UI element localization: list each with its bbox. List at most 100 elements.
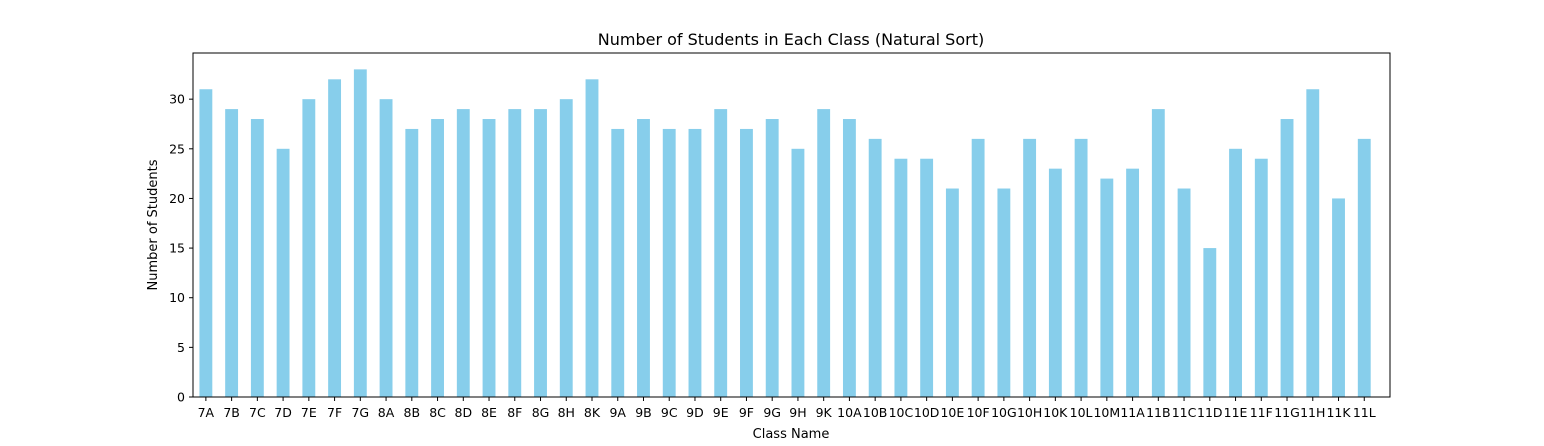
x-tick-label: 11G [1274, 405, 1300, 420]
x-tick-label: 11F [1250, 405, 1273, 420]
x-tick-label: 10M [1093, 405, 1120, 420]
x-axis-label: Class Name [753, 427, 830, 442]
x-tick-label: 10C [889, 405, 914, 420]
bar-7A [199, 89, 213, 398]
bar-8F [508, 109, 522, 397]
bar-10C [894, 158, 908, 397]
x-tick-label: 10H [1017, 405, 1042, 420]
bar-10M [1100, 178, 1114, 397]
y-tick-label: 20 [169, 191, 185, 206]
bar-9C [662, 128, 676, 397]
bar-11L [1357, 138, 1371, 397]
bar-9D [688, 128, 702, 397]
x-tick-label: 10A [837, 405, 862, 420]
bar-7F [328, 79, 342, 397]
y-tick-label: 0 [177, 390, 185, 405]
bar-10G [997, 188, 1011, 397]
bar-10D [920, 158, 934, 397]
x-tick-label: 7A [198, 405, 215, 420]
x-tick-label: 11D [1197, 405, 1223, 420]
x-tick-label: 11E [1224, 405, 1248, 420]
bar-7D [276, 148, 290, 397]
x-tick-label: 9C [661, 405, 678, 420]
x-tick-label: 9K [816, 405, 833, 420]
x-tick-label: 11L [1353, 405, 1376, 420]
x-tick-label: 7B [223, 405, 240, 420]
bar-11A [1126, 168, 1140, 397]
x-tick-label: 9G [763, 405, 781, 420]
bar-7B [225, 109, 239, 397]
x-tick-label: 10F [967, 405, 990, 420]
bar-11B [1151, 109, 1165, 397]
x-tick-label: 10G [991, 405, 1017, 420]
x-tick-label: 11C [1172, 405, 1197, 420]
x-tick-label: 9B [635, 405, 652, 420]
plot-frame [192, 52, 1391, 398]
bar-10K [1048, 168, 1062, 397]
x-tick-label: 11B [1146, 405, 1170, 420]
bar-8C [431, 119, 444, 398]
bar-7G [353, 69, 367, 397]
x-tick-label: 9E [713, 405, 729, 420]
bar-9A [611, 128, 625, 397]
x-tick-label: 10B [863, 405, 887, 420]
x-tick-label: 9H [789, 405, 806, 420]
bar-10A [842, 119, 856, 398]
y-axis-ticks: 0 5 10 15 20 25 30 [169, 92, 193, 405]
bar-11C [1177, 188, 1191, 397]
bar-9K [817, 109, 831, 397]
bar-11K [1332, 198, 1345, 397]
bar-10L [1074, 138, 1088, 397]
x-tick-label: 11A [1120, 405, 1145, 420]
bar-11D [1203, 248, 1217, 397]
x-tick-label: 8B [404, 405, 421, 420]
bar-8G [534, 109, 547, 397]
x-tick-label: 10E [940, 405, 964, 420]
bar-10H [1023, 138, 1037, 397]
x-tick-label: 8G [532, 405, 550, 420]
bar-8B [405, 128, 419, 397]
y-tick-label: 15 [169, 241, 185, 256]
bar-10E [945, 188, 959, 397]
bar-10B [868, 138, 882, 397]
y-axis-label: Number of Students [146, 159, 161, 290]
x-tick-label: 8H [558, 405, 575, 420]
bar-7C [250, 119, 264, 398]
bar-8K [585, 79, 599, 397]
y-tick-label: 10 [169, 290, 185, 305]
bar-9G [765, 119, 779, 398]
x-tick-label: 7C [249, 405, 266, 420]
x-tick-label: 8E [481, 405, 497, 420]
x-tick-label: 11H [1300, 405, 1325, 420]
bar-7E [302, 99, 316, 397]
x-tick-label: 10D [914, 405, 940, 420]
x-tick-label: 10L [1070, 405, 1093, 420]
x-axis-ticks: 7A 7B 7C 7D 7E 7F 7G 8A 8B 8C 8D 8E 8F 8G 8H 8K 9A 9B 9C 9D… [198, 397, 1376, 420]
x-tick-label: 10K [1043, 405, 1068, 420]
bar-8A [379, 99, 393, 397]
bar-11E [1229, 148, 1242, 397]
bar-10F [971, 138, 985, 397]
bar-8D [456, 109, 470, 397]
x-tick-label: 8K [584, 405, 601, 420]
x-tick-label: 9F [739, 405, 754, 420]
bar-9B [637, 119, 650, 398]
x-tick-label: 8C [429, 405, 446, 420]
y-tick-label: 25 [169, 141, 185, 156]
y-tick-label: 5 [177, 340, 185, 355]
bar-11F [1254, 158, 1268, 397]
bar-11H [1306, 89, 1320, 398]
x-tick-label: 7E [301, 405, 317, 420]
bar-8H [559, 99, 573, 397]
chart-title: Number of Students in Each Class (Natura… [598, 30, 984, 49]
bar-8E [482, 119, 496, 398]
x-tick-label: 11K [1326, 405, 1351, 420]
bar-9F [740, 128, 753, 397]
y-tick-label: 30 [169, 92, 185, 107]
x-tick-label: 7D [274, 405, 292, 420]
x-tick-label: 8D [455, 405, 473, 420]
x-tick-label: 9D [686, 405, 704, 420]
x-tick-label: 7F [327, 405, 342, 420]
x-tick-label: 8A [378, 405, 395, 420]
